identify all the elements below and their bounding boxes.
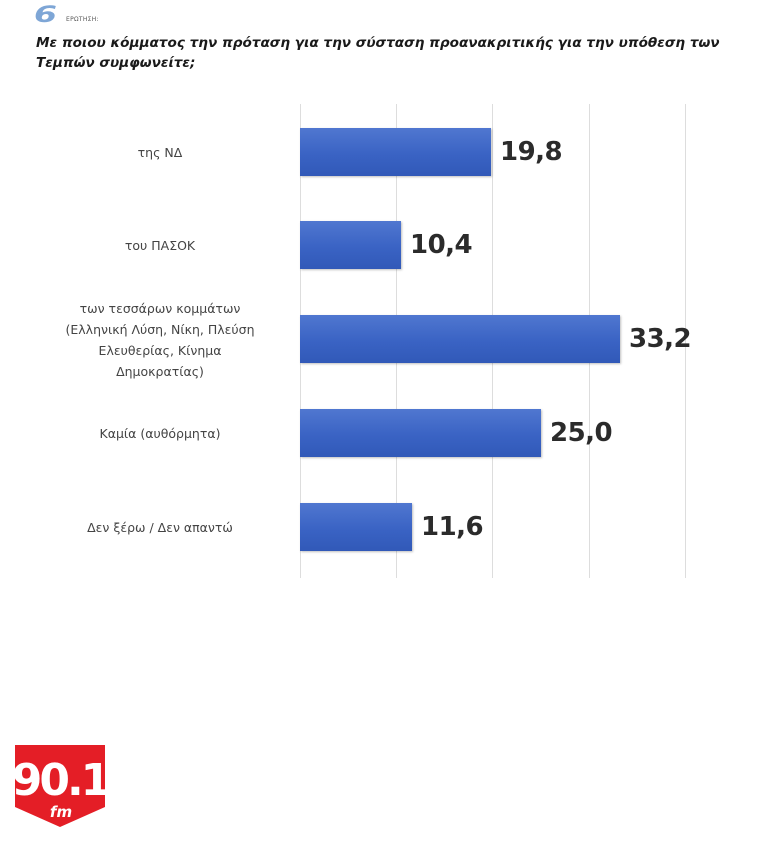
category-label-pasok: του ΠΑΣΟΚ [124,237,196,253]
question-header: 6 ΕΡΩΤΗΣΗ: [34,3,99,28]
category-label-dont-know: Δεν ξέρω / Δεν απαντώ [87,519,233,535]
svg-text:90.1: 90.1 [15,755,105,806]
bar-pasok [300,221,401,269]
svg-text:fm: fm [50,803,72,821]
category-label-none: Καμία (αυθόρμητα) [99,425,221,441]
plot-area: 19,8 10,4 33,2 25,0 11,6 [300,104,692,578]
category-label-line: Ελευθερίας, Κίνημα [98,343,222,358]
value-label-four-parties: 33,2 [629,324,692,354]
radio-logo: 90.1 fm [12,745,112,831]
bar-dont-know [300,503,412,551]
chart-title: Με ποιου κόμματος την πρόταση για την σύ… [36,35,720,71]
bar-four-parties [300,315,620,363]
question-number: 6 [34,3,57,28]
logo-90-1-fm-icon: 90.1 fm [12,745,112,827]
gridline-40 [685,104,686,578]
bar-nd [300,128,491,176]
category-label-line: των τεσσάρων κομμάτων [79,301,241,316]
value-label-none: 25,0 [550,418,613,448]
value-label-nd: 19,8 [500,137,563,167]
category-label-four-parties: των τεσσάρων κομμάτων (Ελληνική Λύση, Νί… [30,292,290,388]
bar-none [300,409,541,457]
question-label: ΕΡΩΤΗΣΗ: [66,16,99,23]
category-label-line: Δημοκρατίας) [116,364,204,379]
category-label-line: (Ελληνική Λύση, Νίκη, Πλεύση [65,322,255,337]
value-label-dont-know: 11,6 [421,512,484,542]
category-label-nd: της ΝΔ [137,144,183,160]
value-label-pasok: 10,4 [410,230,473,260]
